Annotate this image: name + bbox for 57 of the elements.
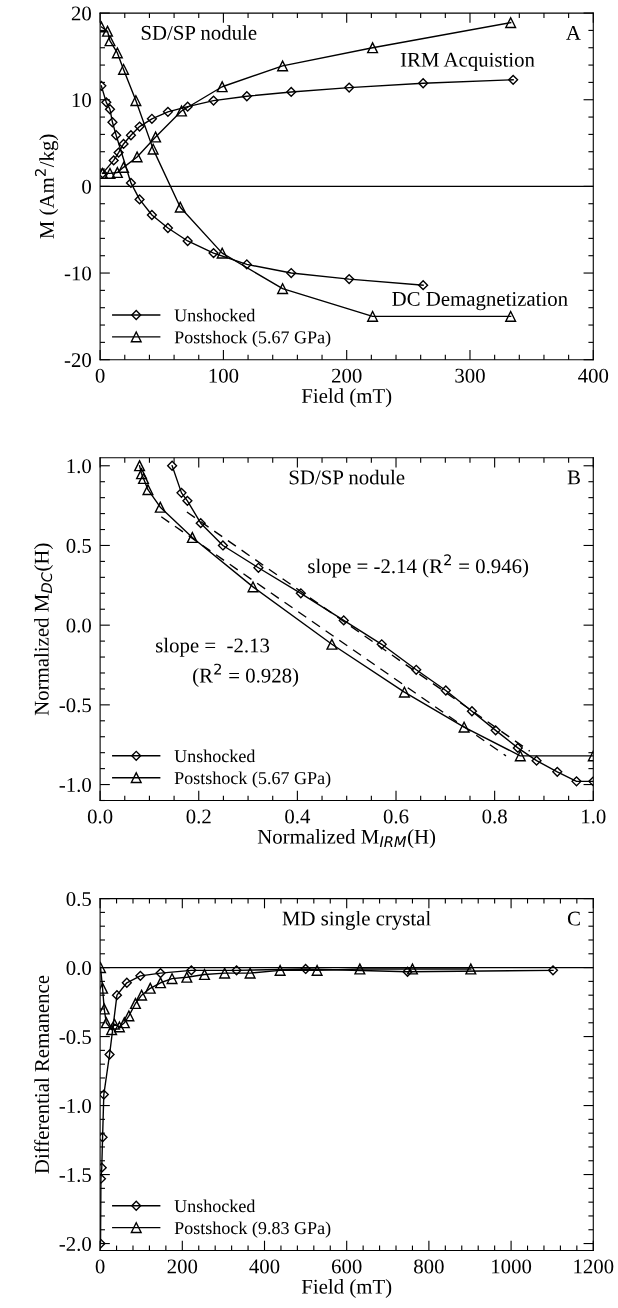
legend-label: Postshock (5.67 GPa)	[174, 330, 331, 348]
annotation: slope = -2.14 (R$^{2}$ = 0.946)	[308, 554, 529, 578]
x-tick-label: 300	[455, 368, 485, 383]
x-tick-label: 200	[167, 1259, 198, 1274]
legend-label: Unshocked	[174, 1199, 256, 1213]
x-tick-label: 1000	[492, 1259, 532, 1274]
x-tick-label: 0.6	[383, 809, 409, 824]
y-tick-label: 0	[82, 179, 91, 194]
y-tick-label: 10	[72, 93, 91, 108]
y-tick-label: -1.0	[59, 777, 91, 793]
annotation: slope = -2.13	[156, 637, 270, 657]
legend-label: Postshock (9.83 GPa)	[174, 1221, 331, 1238]
text: MD single crystal	[282, 910, 431, 930]
legend-label: Postshock (5.67 GPa)	[174, 771, 331, 788]
x-tick-label: 400	[578, 368, 609, 383]
y-tick-label: -0.5	[59, 698, 91, 713]
x-axis-title: Normalized M$_{IRM}$(H)	[257, 829, 436, 848]
y-axis-title: Differential Remanence	[34, 975, 50, 1174]
x-tick-label: 0.2	[186, 809, 211, 824]
x-tick-label: 200	[331, 368, 362, 383]
y-axis-title: Normalized M$_{DC}$(H)	[34, 543, 53, 716]
y-tick-label: 0.5	[66, 891, 91, 907]
annotation: C	[567, 911, 580, 926]
y-tick-label: 0.0	[66, 618, 91, 633]
x-tick-label: 100	[209, 368, 239, 383]
y-tick-label: 0.5	[66, 538, 91, 553]
y-tick-label: -2.0	[59, 1236, 91, 1252]
annotation: IRM Acquistion	[400, 52, 535, 72]
y-tick-label: -20	[64, 353, 91, 368]
x-tick-label: 0.8	[482, 809, 507, 824]
x-tick-label: 0.4	[285, 809, 311, 824]
y-axis-title: M (Am$^{2}$/kg)	[34, 134, 59, 239]
x-axis-title: Field (mT)	[301, 1279, 392, 1298]
x-axis-title: Field (mT)	[301, 388, 392, 408]
chart-title: SD/SP nodule	[141, 25, 257, 40]
y-tick-label: -1.5	[59, 1168, 91, 1183]
y-tick-label: 0.0	[66, 960, 91, 976]
y-tick-label: -1.0	[59, 1098, 91, 1114]
x-tick-label: 400	[249, 1259, 280, 1274]
chart-title: SD/SP nodule	[289, 469, 405, 485]
annotation: A	[566, 25, 581, 40]
annotation: DC Demagnetization	[392, 291, 568, 311]
annotation: B	[567, 470, 580, 485]
legend-label: Unshocked	[174, 308, 256, 322]
x-tick-label: 0	[95, 1259, 105, 1274]
x-tick-label: 600	[331, 1259, 362, 1274]
y-tick-label: -10	[64, 266, 91, 281]
y-tick-label: 20	[71, 6, 91, 21]
x-tick-label: 1200	[574, 1259, 614, 1274]
y-tick-label: 1.0	[67, 459, 91, 474]
y-tick-label: -0.5	[59, 1029, 91, 1045]
legend-label: Unshocked	[174, 749, 256, 763]
x-tick-label: 0	[95, 368, 105, 383]
x-tick-label: 1.0	[582, 809, 606, 824]
x-tick-label: 800	[414, 1259, 444, 1274]
annotation: (R$^{2}$ = 0.928)	[193, 663, 299, 687]
x-tick-label: 0.0	[87, 809, 113, 824]
